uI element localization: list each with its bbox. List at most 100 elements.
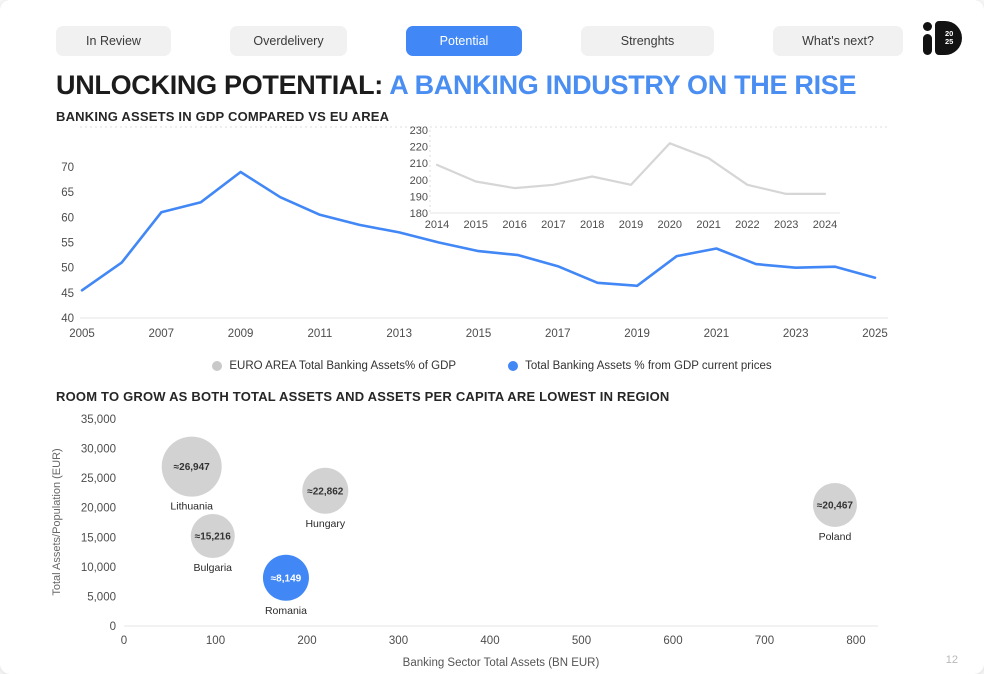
x-tick-label: 2021 xyxy=(696,219,720,231)
y-tick-label: 220 xyxy=(410,142,428,154)
x-tick-label: 2017 xyxy=(541,219,565,231)
bubble-value-lithuania: ≈26,947 xyxy=(174,462,211,473)
y-tick-label: 35,000 xyxy=(81,414,116,426)
bubble-bulgaria xyxy=(190,514,235,559)
bubble-value-hungary: ≈22,862 xyxy=(307,486,344,497)
y-tick-label: 60 xyxy=(61,212,74,224)
y-tick-label: 50 xyxy=(61,263,74,275)
total-assets-legend-dot xyxy=(508,361,519,371)
x-tick-label: 2019 xyxy=(624,328,650,340)
chart-legend: EURO AREA Total Banking Assets% of GDP T… xyxy=(0,360,984,372)
x-tick-label: 400 xyxy=(480,635,499,647)
bubble-country-poland: Poland xyxy=(819,531,852,543)
id-2025-logo: 20 25 xyxy=(923,21,962,55)
x-tick-label: 2022 xyxy=(735,219,759,231)
y-tick-label: 230 xyxy=(410,125,428,137)
x-tick-label: 800 xyxy=(846,635,865,647)
x-tick-label: 0 xyxy=(121,635,127,647)
logo-letter-i xyxy=(923,22,932,55)
tab-strenghts[interactable]: Strenghts xyxy=(581,26,714,56)
x-tick-label: 2013 xyxy=(386,328,412,340)
x-tick-label: 2023 xyxy=(774,219,798,231)
x-tick-label: 2005 xyxy=(69,328,95,340)
x-tick-label: 2015 xyxy=(466,328,492,340)
tab-potential[interactable]: Potential xyxy=(406,26,522,56)
legend-item-total-assets: Total Banking Assets % from GDP current … xyxy=(508,360,772,372)
tab-bar: In Review Overdelivery Potential Strengh… xyxy=(56,26,903,56)
room-to-grow-heading: ROOM TO GROW AS BOTH TOTAL ASSETS AND AS… xyxy=(56,389,670,404)
logo-year-bottom: 25 xyxy=(945,37,954,46)
x-tick-label: 200 xyxy=(297,635,316,647)
y-tick-label: 65 xyxy=(61,187,74,199)
bubble-y-axis-title: Total Assets/Population (EUR) xyxy=(51,448,63,595)
title-prefix: UNLOCKING POTENTIAL: xyxy=(56,70,390,100)
x-tick-label: 2016 xyxy=(502,219,526,231)
logo-i-dot xyxy=(923,22,932,31)
title-highlight: A BANKING INDUSTRY ON THE RISE xyxy=(389,70,857,100)
logo-i-bar xyxy=(923,34,932,55)
x-tick-label: 100 xyxy=(206,635,225,647)
y-tick-label: 25,000 xyxy=(81,473,116,485)
y-tick-label: 200 xyxy=(410,175,428,187)
bubble-country-hungary: Hungary xyxy=(305,518,345,530)
x-tick-label: 2019 xyxy=(619,219,643,231)
y-tick-label: 20,000 xyxy=(81,503,116,515)
tab-in-review[interactable]: In Review xyxy=(56,26,171,56)
y-tick-label: 210 xyxy=(410,158,428,170)
tab-whats-next[interactable]: What's next? xyxy=(773,26,903,56)
x-tick-label: 2007 xyxy=(149,328,175,340)
y-tick-label: 190 xyxy=(410,191,428,203)
bubble-country-romania: Romania xyxy=(265,605,307,617)
bubble-value-poland: ≈20,467 xyxy=(817,500,854,511)
y-tick-label: 45 xyxy=(61,288,74,300)
y-tick-label: 5,000 xyxy=(87,591,116,603)
x-tick-label: 2014 xyxy=(425,219,449,231)
logo-letter-d: 20 25 xyxy=(935,21,962,55)
euro-area-legend-dot xyxy=(212,361,223,371)
gdp-comparison-line-chart: 40 45 50 55 60 65 70 2005 2007 2009 2011 2013 2015 20… xyxy=(61,125,888,340)
y-tick-label: 30,000 xyxy=(81,444,116,456)
total-banking-assets-pct-gdp-line xyxy=(80,170,877,292)
x-tick-label: 500 xyxy=(572,635,591,647)
x-tick-label: 2024 xyxy=(813,219,837,231)
bubble-value-romania: ≈8,149 xyxy=(271,573,302,584)
x-tick-label: 2017 xyxy=(545,328,571,340)
x-tick-label: 2011 xyxy=(308,328,333,340)
x-tick-label: 2021 xyxy=(704,328,730,340)
page-number: 12 xyxy=(945,654,958,666)
bubble-value-bulgaria: ≈15,216 xyxy=(195,532,232,543)
legend-label: Total Banking Assets % from GDP current … xyxy=(525,360,772,372)
y-tick-label: 40 xyxy=(61,313,74,325)
bubble-country-bulgaria: Bulgaria xyxy=(193,562,232,574)
x-tick-label: 2009 xyxy=(228,328,254,340)
x-tick-label: 2023 xyxy=(783,328,809,340)
x-tick-label: 2025 xyxy=(862,328,888,340)
x-tick-label: 2020 xyxy=(658,219,682,231)
euro-area-banking-assets-pct-gdp-line xyxy=(435,142,827,196)
page-title: UNLOCKING POTENTIAL: A BANKING INDUSTRY … xyxy=(56,70,857,101)
y-tick-label: 10,000 xyxy=(81,562,116,574)
assets-per-capita-bubble-chart: 0 5,000 10,000 15,000 20,000 25,000 30,000 35,0… xyxy=(51,414,878,669)
y-tick-label: 70 xyxy=(61,162,74,174)
banking-assets-heading: BANKING ASSETS IN GDP COMPARED VS EU ARE… xyxy=(56,109,390,124)
y-tick-label: 180 xyxy=(410,208,428,220)
y-tick-label: 0 xyxy=(110,621,116,633)
y-tick-label: 15,000 xyxy=(81,532,116,544)
x-tick-label: 2015 xyxy=(464,219,488,231)
bubble-x-axis-title: Banking Sector Total Assets (BN EUR) xyxy=(403,657,600,669)
x-tick-label: 600 xyxy=(663,635,682,647)
x-tick-label: 2018 xyxy=(580,219,604,231)
legend-item-euro-area: EURO AREA Total Banking Assets% of GDP xyxy=(212,360,456,372)
bubble-hungary xyxy=(302,467,349,514)
y-tick-label: 55 xyxy=(61,238,74,250)
x-tick-label: 300 xyxy=(389,635,408,647)
tab-overdelivery[interactable]: Overdelivery xyxy=(230,26,347,56)
legend-label: EURO AREA Total Banking Assets% of GDP xyxy=(229,360,457,372)
logo-year-top: 20 xyxy=(945,28,954,38)
bubble-country-lithuania: Lithuania xyxy=(170,501,213,513)
bubble-poland xyxy=(812,482,857,527)
bubble-lithuania xyxy=(161,436,222,497)
bubble-romania xyxy=(262,554,309,601)
x-tick-label: 700 xyxy=(755,635,774,647)
